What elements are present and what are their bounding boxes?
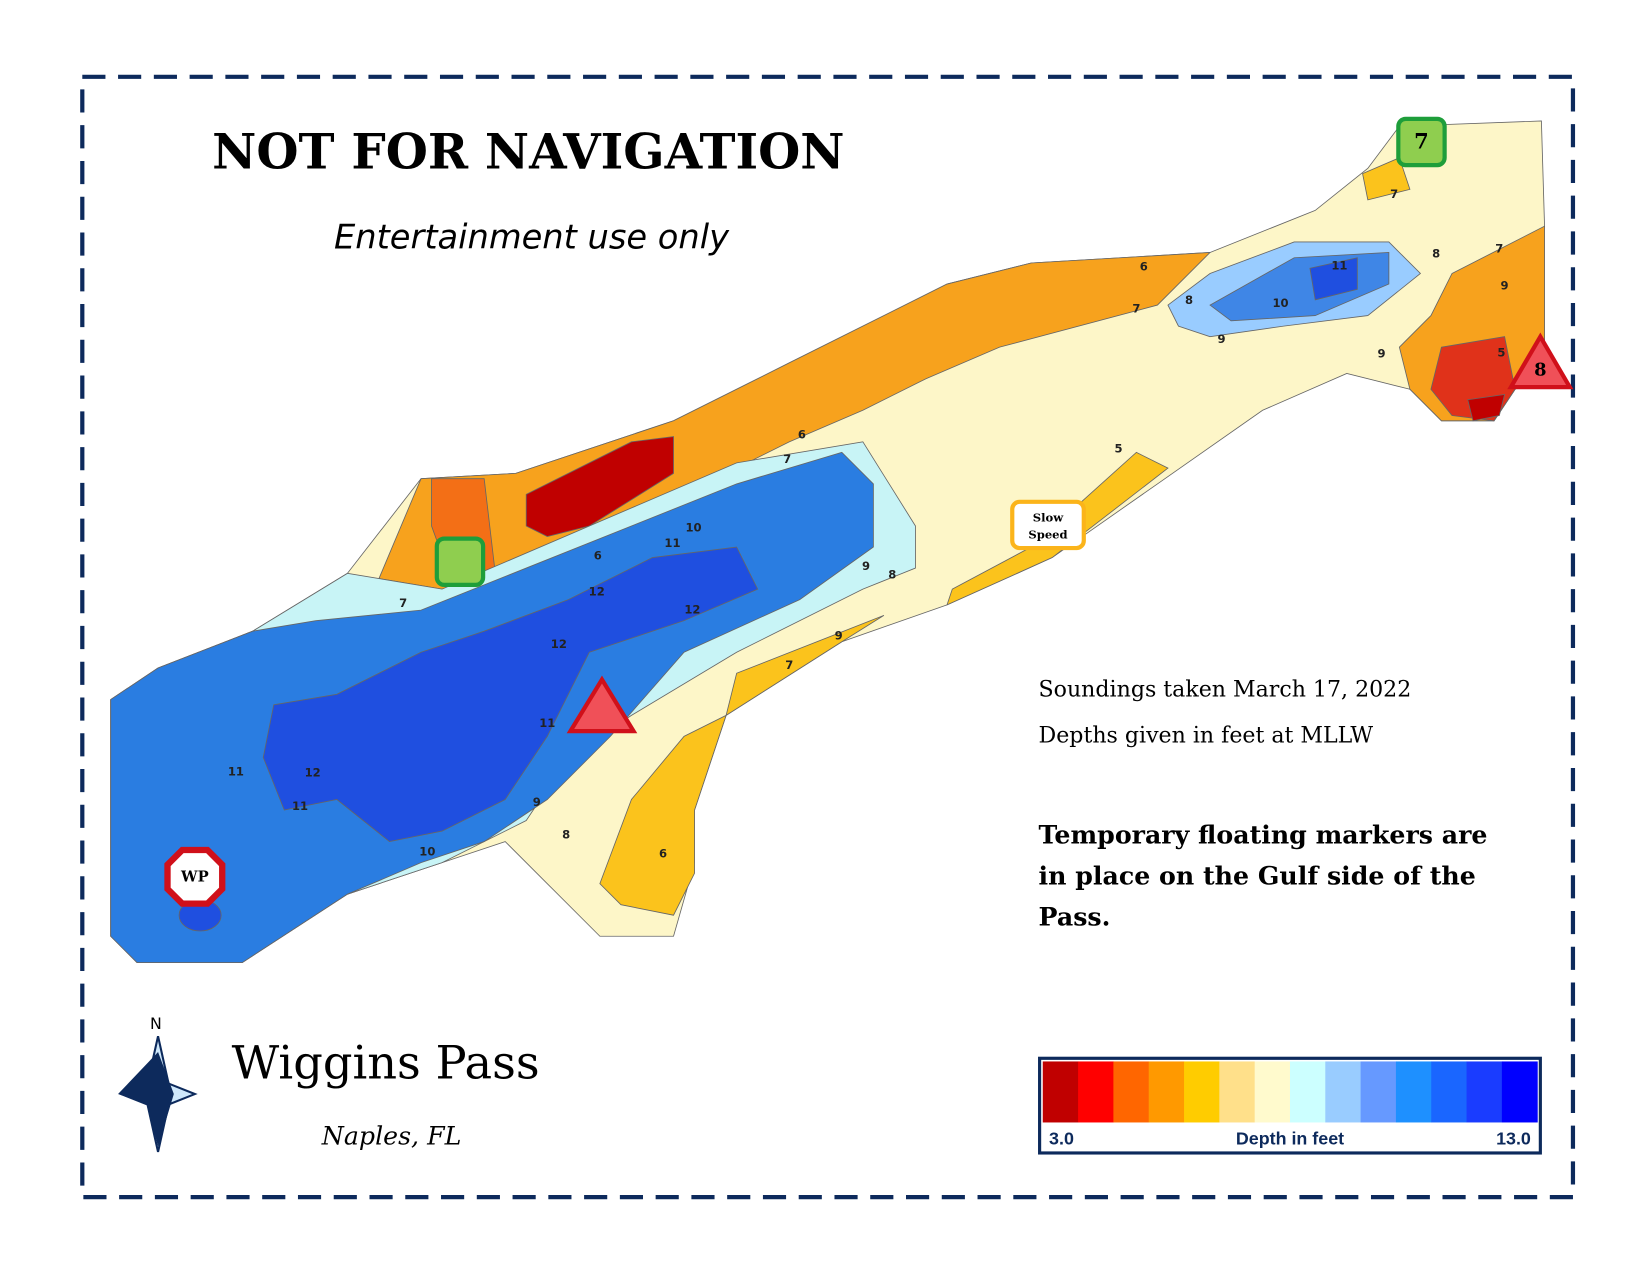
contour-label: 9 xyxy=(862,559,870,573)
green-marker xyxy=(1396,116,1447,168)
legend-swatch xyxy=(1113,1061,1150,1123)
depth-map xyxy=(110,120,1545,963)
contour-label: 10 xyxy=(419,844,435,858)
contour-label: 12 xyxy=(684,602,700,616)
contour-label: 9 xyxy=(835,629,843,643)
red-marker xyxy=(566,675,638,734)
contour-label: 11 xyxy=(664,536,680,550)
markers: 7 8 WP Slow Speed xyxy=(164,116,1574,907)
legend-swatch xyxy=(1184,1061,1220,1123)
green-marker xyxy=(434,536,486,588)
legend-swatch xyxy=(1431,1061,1468,1123)
contour-label: 11 xyxy=(1331,258,1347,272)
contour-label: 10 xyxy=(1272,296,1288,310)
legend-swatch xyxy=(1219,1061,1256,1123)
legend-swatch xyxy=(1501,1061,1538,1123)
soundings-date: Soundings taken March 17, 2022 xyxy=(1039,676,1412,702)
contour-label: 7 xyxy=(785,658,793,672)
marker-label: Slow xyxy=(1033,511,1064,525)
contour-label: 7 xyxy=(1495,241,1503,255)
legend-swatch xyxy=(1466,1061,1503,1123)
contour-label: 8 xyxy=(888,568,896,582)
legend-swatch xyxy=(1289,1061,1326,1123)
slow-marker xyxy=(1010,499,1086,551)
legend-end-label: 3.0 xyxy=(1049,1129,1074,1149)
contour-label: 7 xyxy=(1390,187,1398,201)
legend-swatch xyxy=(1078,1061,1114,1123)
contour-label: 11 xyxy=(539,716,555,730)
contour-label: 5 xyxy=(1497,346,1505,360)
contour-label: 11 xyxy=(228,764,244,778)
legend-swatch xyxy=(1395,1061,1432,1123)
place-location: Naples, FL xyxy=(321,1122,462,1151)
contour-label: 9 xyxy=(533,795,541,809)
legend: Depth in feet 3.0 13.0 xyxy=(1038,1056,1542,1155)
contour-label: 10 xyxy=(685,520,701,534)
legend-swatch xyxy=(1360,1061,1397,1123)
contour-label: 8 xyxy=(1185,293,1193,307)
title: NOT FOR NAVIGATION xyxy=(212,124,844,180)
contour-label: 6 xyxy=(798,428,806,442)
marker-label: WP xyxy=(180,868,209,885)
contour-label: 9 xyxy=(1501,278,1509,292)
subtitle: Entertainment use only xyxy=(334,217,730,256)
red-marker xyxy=(1507,332,1574,390)
contour-label: 6 xyxy=(659,846,667,860)
contour-label: 6 xyxy=(594,549,602,563)
legend-swatch xyxy=(1148,1061,1185,1123)
compass: N xyxy=(118,1014,198,1153)
contour-label: 12 xyxy=(589,584,605,598)
datum-note: Depths given in feet at MLLW xyxy=(1039,723,1374,749)
contour-label: 5 xyxy=(1114,441,1122,455)
legend-swatch xyxy=(1325,1061,1362,1123)
contour-label: 11 xyxy=(292,799,308,813)
contour-label: 6 xyxy=(1140,259,1148,273)
contour-label: 12 xyxy=(551,637,567,651)
marker-label: 7 xyxy=(1414,129,1429,154)
legend-title: Depth in feet xyxy=(1236,1129,1344,1149)
compass-north: N xyxy=(150,1014,162,1033)
contour-label: 7 xyxy=(783,452,791,466)
contour-label: 8 xyxy=(562,827,570,841)
legend-swatch xyxy=(1254,1061,1291,1123)
legend-end-label: 13.0 xyxy=(1496,1129,1531,1149)
contour-label: 9 xyxy=(1377,347,1385,361)
contour-label: 9 xyxy=(1218,332,1226,346)
contour-label: 7 xyxy=(1132,301,1140,315)
marker-label: 8 xyxy=(1534,359,1546,380)
contour-label: 12 xyxy=(305,765,321,779)
frame xyxy=(80,74,1576,1200)
contour-label: 7 xyxy=(399,596,407,610)
marker-label: Speed xyxy=(1028,527,1067,541)
notice: Pass. xyxy=(1039,902,1111,932)
contour-label: 8 xyxy=(1432,247,1440,261)
legend-swatch xyxy=(1042,1061,1079,1123)
wp-marker xyxy=(164,846,226,907)
place-name: Wiggins Pass xyxy=(232,1035,540,1089)
notice: Temporary floating markers are xyxy=(1039,820,1488,850)
notice: in place on the Gulf side of the xyxy=(1039,861,1476,891)
